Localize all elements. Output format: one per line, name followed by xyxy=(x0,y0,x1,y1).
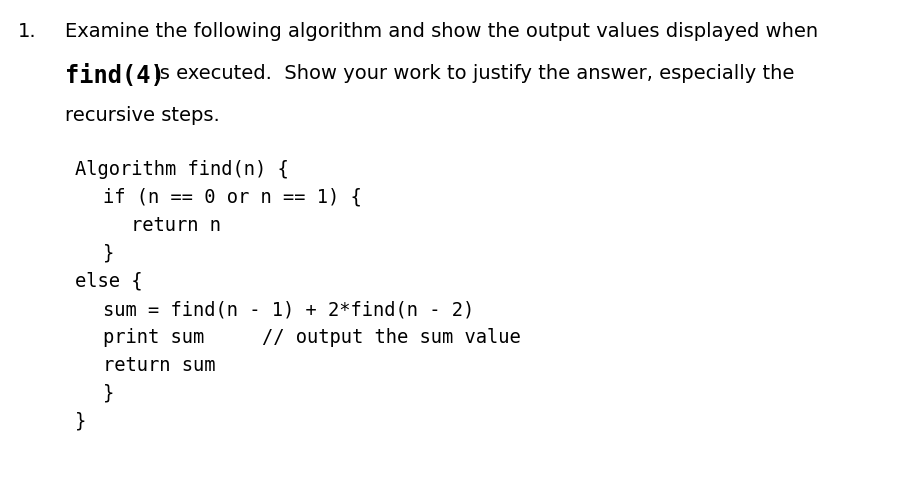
Text: print sum: print sum xyxy=(103,328,204,347)
Text: // output the sum value: // output the sum value xyxy=(262,328,521,347)
Text: find(4): find(4) xyxy=(65,64,165,88)
Text: sum = find(n - 1) + 2*find(n - 2): sum = find(n - 1) + 2*find(n - 2) xyxy=(103,300,474,319)
Text: recursive steps.: recursive steps. xyxy=(65,106,219,125)
Text: Algorithm find(n) {: Algorithm find(n) { xyxy=(75,160,288,179)
Text: return n: return n xyxy=(131,216,221,235)
Text: Examine the following algorithm and show the output values displayed when: Examine the following algorithm and show… xyxy=(65,22,818,41)
Text: else {: else { xyxy=(75,272,142,291)
Text: return sum: return sum xyxy=(103,356,216,375)
Text: }: } xyxy=(75,412,86,431)
Text: if (n == 0 or n == 1) {: if (n == 0 or n == 1) { xyxy=(103,188,362,207)
Text: is executed.  Show your work to justify the answer, especially the: is executed. Show your work to justify t… xyxy=(148,64,795,83)
Text: 1.: 1. xyxy=(18,22,36,41)
Text: }: } xyxy=(103,384,114,403)
Text: }: } xyxy=(103,244,114,263)
